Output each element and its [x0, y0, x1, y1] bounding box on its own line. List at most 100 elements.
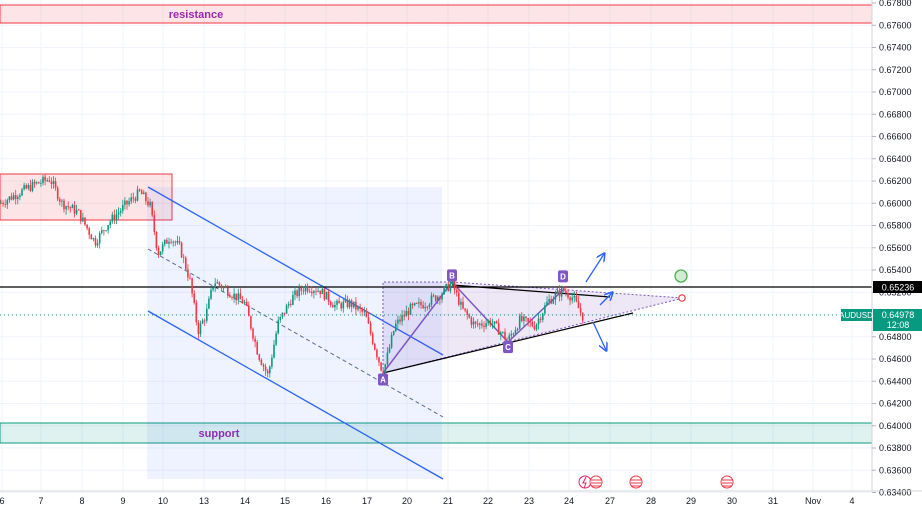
candle-body	[518, 315, 521, 329]
pattern-point-badge	[447, 269, 457, 282]
time-axis[interactable]: 6 7 8 9 10 13 14 15 16 17 20 21 22 23 24 27 28 29 30 31 Nov 4	[0, 490, 922, 506]
candle-body	[556, 290, 559, 294]
last-price-tag	[873, 309, 922, 331]
candle-body	[212, 287, 214, 290]
x-tick-label: 28	[646, 496, 656, 506]
candle-body	[491, 323, 494, 325]
candle-body	[227, 287, 229, 296]
x-tick-label: 27	[605, 496, 615, 506]
candle-body	[342, 301, 345, 309]
x-tick-label: 31	[768, 496, 778, 506]
apex-marker-red[interactable]	[678, 294, 686, 302]
candle-body	[180, 242, 183, 258]
price-axis[interactable]: 0.67800 0.67600 0.67400 0.67200 0.67000 0.668…	[839, 0, 922, 498]
candle-body	[439, 296, 441, 300]
candle-body	[65, 206, 67, 210]
candle-body	[157, 247, 160, 256]
x-tick-label: 9	[120, 496, 125, 506]
x-tick-label: 15	[280, 496, 290, 506]
candle-body	[210, 289, 212, 299]
candle-body	[80, 210, 82, 222]
candle-body	[510, 334, 513, 336]
candle-body	[201, 320, 204, 324]
candle-body	[0, 202, 2, 204]
candle-body	[52, 181, 55, 184]
candle-body	[466, 310, 468, 315]
candle-body	[56, 187, 59, 200]
candle-body	[6, 200, 9, 205]
candle-body	[537, 318, 540, 325]
us-flag-event-icon[interactable]	[720, 475, 734, 489]
candle-body	[449, 284, 452, 292]
candle-body	[443, 286, 445, 295]
candle-body	[214, 283, 216, 288]
candle-body	[399, 319, 401, 322]
candle-body	[525, 316, 527, 319]
candle-body	[109, 221, 111, 226]
key-level-price-text: 0.65236	[882, 283, 915, 293]
candle-body	[441, 294, 443, 300]
candle-body	[208, 298, 210, 309]
candle-body	[73, 205, 76, 214]
y-tick-label: 0.64200	[879, 399, 912, 409]
candle-body	[174, 241, 177, 243]
y-tick-label: 0.65400	[879, 265, 912, 275]
candle-body	[59, 199, 61, 202]
candle-body	[563, 287, 565, 292]
x-tick-label: 24	[564, 496, 574, 506]
candle-body	[332, 304, 334, 308]
candle-body	[140, 190, 143, 195]
candle-body	[313, 291, 315, 294]
candle-body	[46, 180, 48, 182]
candle-body	[437, 296, 439, 301]
candle-body	[327, 291, 330, 302]
candle-body	[258, 354, 261, 360]
candle-body	[147, 201, 149, 206]
candle-body	[155, 232, 158, 248]
candle-body	[426, 306, 429, 308]
candle-body	[27, 185, 30, 189]
candle-body	[126, 200, 128, 205]
us-flag-event-icon[interactable]	[629, 475, 643, 489]
y-tick-label: 0.64600	[879, 354, 912, 364]
candle-body	[483, 325, 485, 327]
candle-body	[67, 206, 69, 208]
candle-body	[113, 214, 116, 221]
candle-body	[371, 333, 374, 344]
candle-body	[84, 217, 86, 225]
candle-body	[550, 299, 552, 304]
candle-body	[187, 269, 189, 278]
candle-body	[134, 198, 137, 201]
us-flag-event-icon[interactable]	[589, 475, 603, 489]
candle-body	[269, 366, 271, 374]
candle-body	[271, 357, 273, 367]
candle-body	[548, 299, 550, 302]
candle-body	[275, 333, 277, 345]
candle-body	[338, 300, 340, 304]
candle-body	[476, 323, 479, 325]
candle-body	[166, 239, 168, 244]
candle-body	[75, 209, 78, 214]
candle-body	[348, 300, 351, 307]
candle-body	[4, 204, 6, 205]
candle-body	[40, 183, 42, 184]
candle-body	[512, 333, 515, 335]
candle-body	[514, 330, 517, 334]
candle-body	[560, 287, 563, 297]
candle-body	[203, 320, 206, 322]
candle-body	[262, 364, 265, 367]
candle-body	[98, 232, 101, 244]
candle-body	[418, 302, 420, 304]
y-tick-label: 0.65800	[879, 221, 912, 231]
target-marker-green[interactable]	[674, 269, 688, 283]
candle-body	[285, 305, 288, 314]
pattern-point-label: C	[505, 343, 511, 352]
candle-body	[218, 282, 221, 286]
candle-body	[29, 185, 32, 191]
y-tick-label: 0.65600	[879, 243, 912, 253]
candle-body	[565, 291, 567, 294]
candle-body	[392, 330, 395, 336]
candle-body	[315, 291, 317, 292]
candle-body	[220, 285, 223, 289]
